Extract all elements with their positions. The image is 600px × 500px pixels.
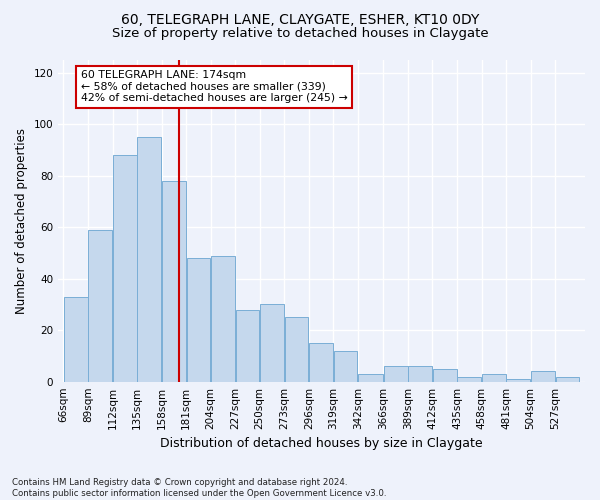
Text: Size of property relative to detached houses in Claygate: Size of property relative to detached ho… xyxy=(112,28,488,40)
Bar xyxy=(236,310,259,382)
Bar xyxy=(358,374,383,382)
Bar xyxy=(482,374,506,382)
Bar xyxy=(64,297,88,382)
Bar xyxy=(384,366,407,382)
Bar xyxy=(284,318,308,382)
Bar xyxy=(409,366,432,382)
Text: Contains HM Land Registry data © Crown copyright and database right 2024.
Contai: Contains HM Land Registry data © Crown c… xyxy=(12,478,386,498)
Bar xyxy=(334,351,358,382)
Bar xyxy=(137,137,161,382)
Bar xyxy=(309,343,333,382)
Bar xyxy=(531,372,555,382)
Bar xyxy=(457,376,481,382)
X-axis label: Distribution of detached houses by size in Claygate: Distribution of detached houses by size … xyxy=(160,437,483,450)
Bar xyxy=(113,155,137,382)
Bar xyxy=(556,376,579,382)
Text: 60 TELEGRAPH LANE: 174sqm
← 58% of detached houses are smaller (339)
42% of semi: 60 TELEGRAPH LANE: 174sqm ← 58% of detac… xyxy=(80,70,347,104)
Text: 60, TELEGRAPH LANE, CLAYGATE, ESHER, KT10 0DY: 60, TELEGRAPH LANE, CLAYGATE, ESHER, KT1… xyxy=(121,12,479,26)
Bar xyxy=(88,230,112,382)
Bar xyxy=(260,304,284,382)
Bar xyxy=(162,181,186,382)
Bar xyxy=(211,256,235,382)
Bar xyxy=(506,379,530,382)
Bar xyxy=(187,258,211,382)
Y-axis label: Number of detached properties: Number of detached properties xyxy=(15,128,28,314)
Bar xyxy=(433,369,457,382)
